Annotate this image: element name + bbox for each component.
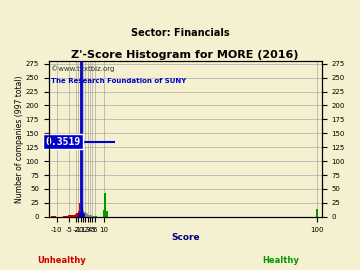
Bar	[68, 215, 70, 217]
Bar	[93, 216, 94, 217]
Bar	[86, 214, 87, 217]
Bar	[76, 214, 78, 217]
Bar	[91, 215, 92, 217]
Bar	[95, 216, 96, 217]
Bar	[63, 216, 65, 217]
Text: 0.3519: 0.3519	[45, 137, 81, 147]
Bar	[105, 211, 108, 217]
Bar	[90, 215, 91, 217]
Bar	[70, 215, 72, 217]
Bar	[85, 212, 86, 217]
Bar	[72, 215, 75, 217]
Text: Healthy: Healthy	[262, 256, 299, 265]
Bar	[75, 214, 76, 217]
Bar	[92, 216, 93, 217]
X-axis label: Score: Score	[171, 232, 199, 241]
Bar	[94, 216, 95, 217]
Bar	[53, 216, 56, 217]
Bar	[103, 210, 105, 217]
Bar	[79, 203, 80, 217]
Text: The Research Foundation of SUNY: The Research Foundation of SUNY	[51, 78, 186, 84]
Bar	[78, 211, 79, 217]
Bar	[316, 209, 318, 217]
Bar	[89, 215, 90, 217]
Bar	[104, 193, 106, 217]
Text: Sector: Financials: Sector: Financials	[131, 28, 229, 38]
Bar	[51, 216, 53, 217]
Bar	[65, 216, 68, 217]
Text: ©www.textbiz.org: ©www.textbiz.org	[51, 66, 115, 72]
Bar	[87, 214, 88, 217]
Text: Unhealthy: Unhealthy	[37, 256, 86, 265]
Bar	[88, 214, 89, 217]
Title: Z'-Score Histogram for MORE (2016): Z'-Score Histogram for MORE (2016)	[71, 50, 299, 60]
Y-axis label: Number of companies (997 total): Number of companies (997 total)	[15, 75, 24, 203]
